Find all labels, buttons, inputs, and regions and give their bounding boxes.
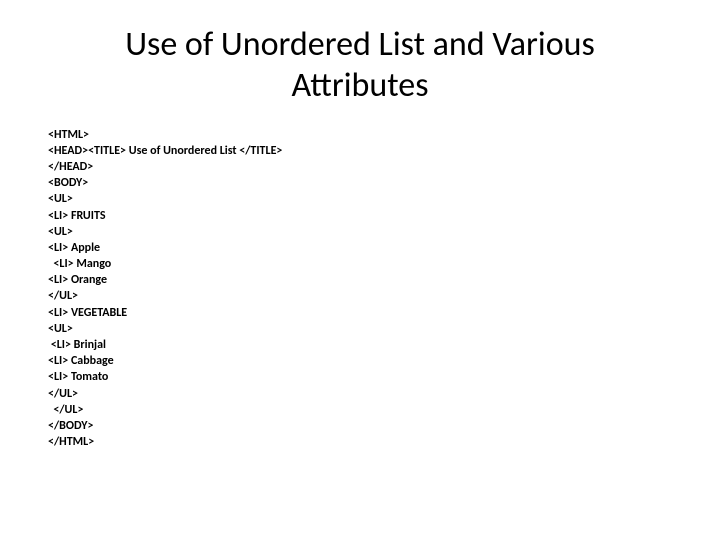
code-example: <HTML> <HEAD><TITLE> Use of Unordered Li… [40, 127, 680, 451]
slide-container: Use of Unordered List and Various Attrib… [0, 0, 720, 540]
slide-title: Use of Unordered List and Various Attrib… [40, 25, 680, 107]
